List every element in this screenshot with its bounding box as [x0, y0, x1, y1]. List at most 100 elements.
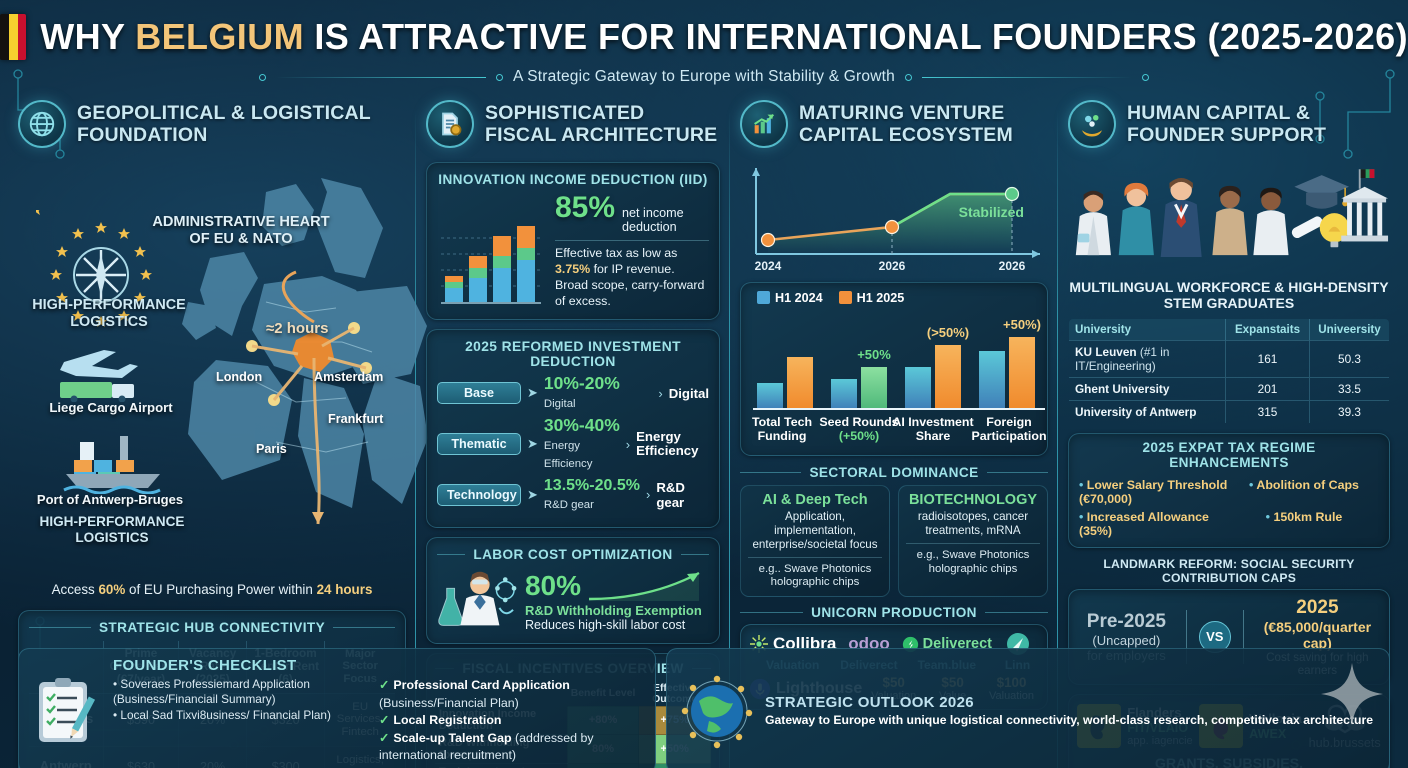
page-title: WHY BELGIUM IS ATTRACTIVE FOR INTERNATIO… [40, 16, 1408, 57]
hub-table-title: STRATEGIC HUB CONNECTIVITY [29, 620, 395, 635]
table-header-row: University Expanstaits Univeersity [1069, 318, 1389, 341]
column-divider-3 [1057, 110, 1058, 768]
city-label-amsterdam: Amsterdam [314, 370, 384, 384]
legend-item-h1-2025: H1 2025 [838, 291, 904, 305]
university-table: University Expanstaits Univeersity KU Le… [1068, 317, 1390, 424]
checklist-left: • Soveraes Professiemard Application (Bu… [113, 677, 365, 765]
svg-text:Seed Rounds: Seed Rounds [819, 415, 898, 429]
investment-sub: R&D gear [543, 498, 594, 511]
uni-c1: 315 [1225, 399, 1310, 423]
rule-dot-right [1141, 73, 1149, 81]
vc-grouped-bar-chart: +50% (>50%) +50%) Total Tech Funding Seed… [749, 309, 1047, 449]
europe-map-visual: ADMINISTRATIVE HEART OF EU & NATO HIGH-P… [18, 162, 428, 597]
investment-row: Base ➤ 10%-20% Digital › Digital [437, 374, 709, 412]
admin-heart-label: ADMINISTRATIVE HEART OF EU & NATO [152, 214, 330, 247]
checklist-left-item: • Local Sad Tixvi8usiness/ Financial Pla… [113, 707, 331, 722]
subtitle-row: A Strategic Gateway to Europe with Stabi… [0, 64, 1408, 90]
checklist-right-item: ✓ Scale-up Talent Gap (addressed by inter… [379, 730, 594, 763]
column-header-human: HUMAN CAPITAL & FOUNDER SUPPORT [1068, 96, 1390, 152]
labor-line-2: Reduces high-skill labor cost [524, 618, 686, 632]
column-header-fiscal: SOPHISTICATED FISCAL ARCHITECTURE [426, 96, 720, 152]
check-icon: ✓ [379, 713, 390, 728]
svg-text:(+50%): (+50%) [839, 429, 879, 443]
checklist-right-item: ✓ Professional Card Application (Business… [379, 678, 570, 710]
sector-desc: radioisotopes, cancer treatments, mRNA [917, 510, 1029, 537]
legend-item-h1-2024: H1 2024 [757, 291, 823, 305]
iid-title: INNOVATION INCOME DEDUCTION (IID) [438, 172, 708, 187]
svg-text:+50%): +50%) [1003, 317, 1041, 332]
uni-c2: 39.3 [1309, 399, 1389, 423]
investment-chip-base: Base [437, 382, 521, 404]
iid-card: INNOVATION INCOME DEDUCTION (IID) [426, 162, 720, 320]
city-label-london: London [216, 370, 263, 384]
sector-box-biotech: BIOTECHNOLOGY radioisotopes, cancer trea… [898, 485, 1048, 598]
iid-divider [555, 240, 709, 241]
vs-badge: VS [1198, 620, 1231, 653]
svg-text:Funding: Funding [758, 429, 807, 443]
checklist-right: ✓ Professional Card Application (Business… [379, 677, 643, 765]
liege-cargo-airport-label: Liege Cargo Airport [49, 400, 173, 415]
investment-outcome: R&D gear [656, 479, 685, 510]
svg-text:Foreign: Foreign [986, 415, 1031, 429]
column-title: GEOPOLITICAL & LOGISTICAL FOUNDATION [77, 101, 371, 146]
rule-left [276, 76, 487, 78]
checklist-title: FOUNDER'S CHECKLIST [113, 657, 297, 674]
column-title: MATURING VENTURE CAPITAL ECOSYSTEM [799, 101, 1013, 146]
eu-nato-icon [36, 210, 152, 327]
port-antwerp-bruges-label: Port of Antwerp-Bruges [36, 492, 184, 507]
arrow-icon: › [658, 385, 663, 401]
chart-growth-icon [740, 100, 788, 148]
investment-pct: 30%-40% [543, 414, 620, 435]
document-dollar-icon [426, 100, 474, 148]
arrow-icon: ➤ [527, 385, 538, 400]
sector-example: e.g., Swave Photonics holographic chips [906, 542, 1040, 576]
investment-outcome: Energy Efficiency [636, 429, 699, 458]
vs-divider [1185, 609, 1187, 664]
check-icon: ✓ [379, 678, 390, 692]
check-icon: ✓ [379, 730, 390, 745]
labor-percent: 80% [524, 570, 581, 601]
vc-trend-chart: 2024 2026 2026 Stabilized [740, 162, 1048, 282]
vc-bar-card: H1 2024 H1 2025 [740, 282, 1048, 456]
investment-row: Thematic ➤ 30%-40% Energy Efficiency › E… [437, 414, 709, 472]
column-divider-2 [729, 110, 730, 768]
expat-title: 2025 EXPAT TAX REGIME ENHANCEMENTS [1079, 440, 1379, 470]
expat-item: • Increased Allowance (35%) [1079, 509, 1209, 538]
checklist-right-item: ✓ Local Registration [379, 713, 502, 728]
investment-title: 2025 REFORMED INVESTMENT DEDUCTION [465, 338, 681, 369]
sectoral-boxes: AI & Deep Tech Application, implementati… [740, 485, 1048, 598]
uni-name: University of Antwerp [1069, 399, 1226, 423]
rule-right [921, 76, 1132, 78]
strategic-outlook-card: STRATEGIC OUTLOOK 2026 Gateway to Europe… [666, 648, 1390, 768]
checklist-left-item: • Soveraes Professiemard Application (Bu… [113, 677, 310, 707]
landmark-reform-title: LANDMARK REFORM: SOCIAL SECURITY CONTRIB… [1103, 556, 1355, 585]
rule-dot-left [259, 73, 267, 81]
investment-outcome: Digital [668, 385, 709, 401]
investment-sub: Energy Efficiency [543, 439, 593, 470]
svg-text:Participation: Participation [971, 429, 1046, 443]
expat-item: • Lower Salary Threshold (€70,000) [1079, 477, 1228, 506]
two-hours-label: ≈2 hours [266, 320, 329, 337]
uni-c2: 33.5 [1309, 376, 1389, 401]
uni-c1: 161 [1225, 339, 1310, 378]
uni-col-2: Univeersity [1309, 318, 1389, 341]
high-performance-logistics-label-2: HIGH-PERFORMANCE LOGISTICS [39, 514, 185, 545]
clipboard-icon [39, 678, 96, 743]
sector-heading: BIOTECHNOLOGY [908, 492, 1038, 508]
uni-col-1: Expanstaits [1225, 318, 1310, 341]
sector-box-ai: AI & Deep Tech Application, implementati… [740, 485, 890, 598]
scientist-icon [438, 571, 517, 626]
expat-item: • Abolition of Caps [1249, 477, 1359, 492]
investment-deduction-card: 2025 REFORMED INVESTMENT DEDUCTION Base … [426, 328, 720, 528]
table-row: KU Leuven (#1 in IT/Engineering) 161 50.… [1069, 339, 1389, 378]
belgium-flag-icon [0, 14, 27, 60]
growth-arrow-icon [588, 571, 700, 601]
workforce-illustration [1068, 162, 1390, 274]
sparkle-icon [1321, 663, 1383, 725]
arrow-icon: ➤ [527, 436, 538, 451]
eu-purchasing-power-note: Access 60% of EU Purchasing Power within… [51, 582, 373, 597]
arrow-icon: › [645, 487, 651, 502]
city-label-frankfurt: Frankfurt [328, 412, 384, 426]
labor-line-1: R&D Withholding Exemption [524, 603, 702, 618]
y2025-sub: (€85,000/quarter cap) [1263, 618, 1372, 651]
